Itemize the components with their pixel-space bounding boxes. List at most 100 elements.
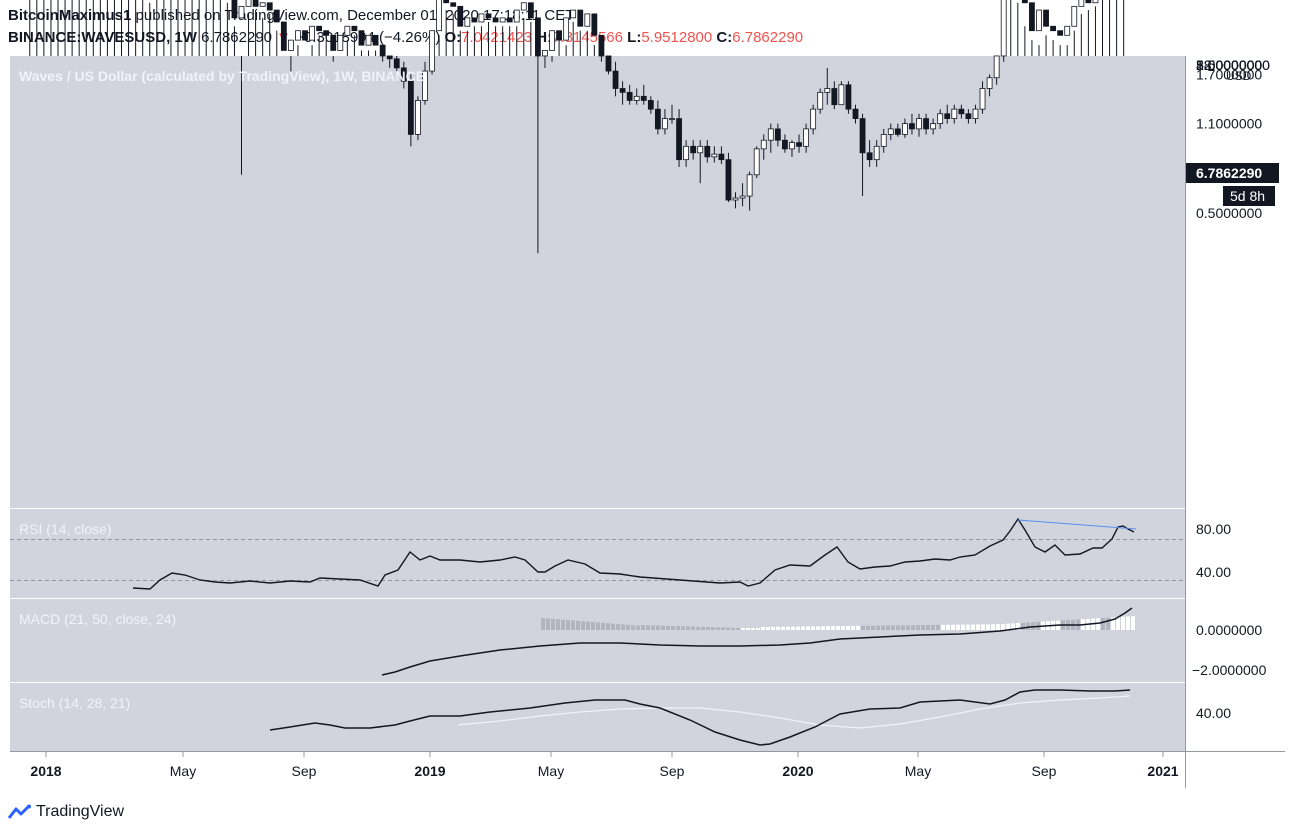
- candle: [746, 171, 753, 211]
- macd-histogram-bar: [646, 625, 650, 630]
- rsi-pane[interactable]: [10, 509, 1185, 598]
- macd-histogram-bar: [806, 626, 810, 630]
- footer[interactable]: TradingView: [8, 800, 124, 824]
- candle: [725, 152, 732, 203]
- stoch-k-line: [269, 689, 1131, 746]
- macd-histogram-bar: [641, 625, 645, 630]
- candle: [859, 113, 866, 197]
- macd-tick-0: 0.0000000: [1196, 622, 1262, 638]
- macd-histogram-bar: [766, 626, 770, 630]
- macd-histogram-bar: [541, 618, 545, 630]
- last-price-tag-text: 6.7862290: [1196, 165, 1262, 181]
- macd-histogram-bar: [1111, 617, 1115, 630]
- candle: [873, 140, 880, 167]
- price-tick: 0.5000000: [1196, 205, 1262, 221]
- last-price: 6.7862290: [201, 29, 272, 46]
- candle: [1021, 0, 1028, 56]
- candle: [273, 9, 280, 56]
- candle: [170, 0, 172, 56]
- macd-pane[interactable]: [10, 599, 1185, 682]
- candle: [556, 30, 562, 56]
- candle: [135, 0, 137, 56]
- candle: [205, 0, 207, 56]
- macd-histogram-bar: [976, 624, 980, 630]
- candle: [499, 17, 506, 56]
- candle: [29, 0, 31, 56]
- candle: [838, 81, 845, 106]
- price-axis[interactable]: [1186, 56, 1285, 751]
- candle: [429, 30, 435, 75]
- macd-histogram-bar: [661, 625, 665, 630]
- candle: [1000, 0, 1007, 62]
- macd-histogram-bar: [936, 624, 940, 630]
- candle: [930, 118, 937, 135]
- macd-histogram-bar: [801, 626, 805, 630]
- macd-histogram-bar: [856, 625, 860, 630]
- macd-histogram-bar: [776, 626, 780, 630]
- macd-histogram-bar: [996, 624, 1000, 630]
- candle: [337, 34, 344, 56]
- candle: [584, 13, 591, 56]
- macd-histogram-bar: [951, 624, 955, 630]
- macd-histogram-bar: [656, 625, 660, 630]
- candle: [782, 134, 788, 153]
- candle: [1036, 9, 1042, 56]
- candle: [1010, 0, 1012, 56]
- candle: [810, 104, 817, 135]
- candle: [358, 30, 365, 56]
- candle: [436, 0, 443, 56]
- candle: [760, 134, 767, 160]
- candle: [605, 55, 612, 75]
- macd-histogram-bar: [791, 626, 795, 630]
- candle: [156, 0, 158, 56]
- candle: [106, 0, 108, 56]
- macd-histogram-bar: [991, 624, 995, 630]
- rsi-tick-80: 80.00: [1196, 521, 1231, 537]
- stoch-tick-40: 40.00: [1196, 705, 1231, 721]
- macd-histogram-bar: [921, 625, 925, 630]
- candle: [1092, 0, 1099, 56]
- candle: [464, 17, 471, 56]
- stoch-pane[interactable]: [10, 683, 1185, 751]
- time-axis[interactable]: [10, 752, 1285, 788]
- macd-histogram-bar: [956, 624, 960, 630]
- candle: [909, 113, 915, 135]
- macd-histogram-bar: [566, 620, 570, 630]
- macd-histogram-bar: [961, 624, 965, 630]
- candle: [1064, 25, 1071, 56]
- price-tick: 2.5000000: [1196, 57, 1262, 73]
- candle: [563, 17, 570, 56]
- candle: [219, 0, 221, 56]
- candle: [520, 2, 527, 56]
- candle: [965, 109, 972, 124]
- candle: [492, 17, 499, 56]
- candle: [1050, 25, 1057, 56]
- candle: [697, 140, 704, 184]
- candle: [226, 2, 228, 56]
- macd-histogram-bar: [706, 626, 710, 630]
- candle: [986, 74, 993, 97]
- candle: [1071, 5, 1078, 56]
- candle: [626, 84, 633, 105]
- candle: [309, 25, 315, 56]
- candle: [972, 104, 979, 124]
- candle: [711, 146, 718, 163]
- last-price-tag: [1186, 163, 1279, 183]
- candle: [901, 118, 908, 138]
- candle: [478, 13, 485, 56]
- candle: [633, 88, 640, 105]
- candle: [302, 30, 308, 56]
- candle: [191, 0, 193, 56]
- rsi-title: RSI (14, close): [19, 521, 112, 537]
- candle: [542, 50, 548, 68]
- macd-histogram-bar: [1021, 622, 1025, 630]
- candle: [295, 30, 301, 56]
- main-pane[interactable]: [10, 56, 1185, 508]
- macd-histogram-bar: [691, 626, 695, 630]
- candle: [549, 30, 555, 62]
- candle: [344, 25, 351, 56]
- candle: [803, 123, 809, 153]
- candle: [121, 0, 123, 56]
- macd-histogram-bar: [911, 625, 915, 630]
